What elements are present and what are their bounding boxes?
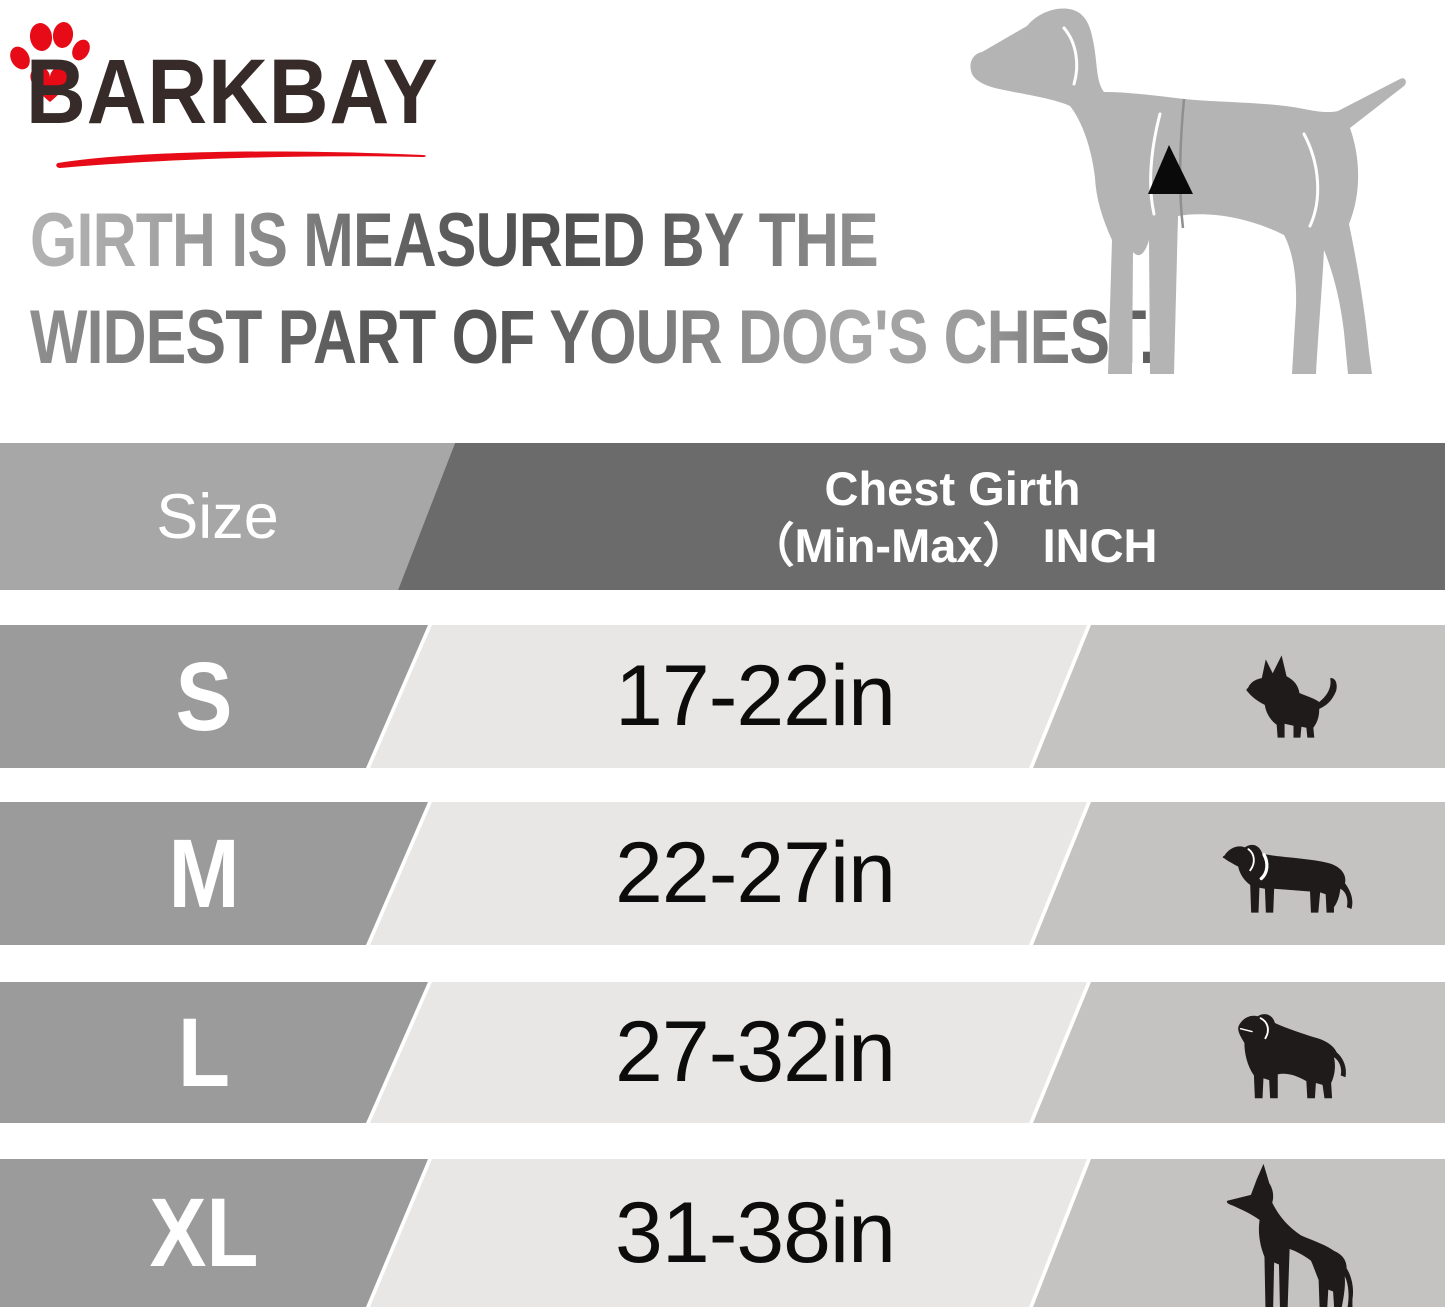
table-row-m: M 22-27in	[0, 802, 1445, 945]
size-label-l: L	[177, 997, 231, 1107]
great-dane-icon	[1185, 1159, 1400, 1307]
labrador-icon	[1185, 982, 1400, 1123]
icon-cell	[1033, 1159, 1445, 1307]
dog-shoulder-line	[1149, 112, 1162, 216]
chihuahua-icon	[1185, 625, 1400, 768]
header-girth-label: Chest Girth （Min-Max） INCH	[460, 443, 1445, 590]
girth-instruction-text: GIRTH IS MEASURED BY THE WIDEST PART OF …	[30, 192, 1156, 386]
heading-line-2: WIDEST PART OF YOUR DOG'S CHEST.	[30, 289, 1156, 386]
girth-cell	[370, 625, 1087, 768]
icon-cell	[1033, 982, 1445, 1123]
size-cell	[0, 982, 428, 1123]
size-cell	[0, 1159, 428, 1307]
dog-ear-line	[1062, 26, 1079, 86]
logo-underline-swoosh	[56, 151, 426, 168]
dachshund-icon	[1185, 802, 1400, 945]
girth-cell	[370, 802, 1087, 945]
table-row-xl: XL 31-38in	[0, 1159, 1445, 1307]
header-size-label: Size	[156, 481, 279, 552]
girth-cell	[370, 982, 1087, 1123]
girth-measure-line	[1178, 98, 1186, 229]
table-row-s: S 17-22in	[0, 625, 1445, 768]
girth-value-s: 17-22in	[615, 648, 896, 744]
size-cell	[0, 625, 428, 768]
table-header-row: Size Chest Girth （Min-Max） INCH	[0, 443, 1445, 590]
size-label-xl: XL	[149, 1178, 259, 1287]
brand-logo: BARKBAY	[0, 0, 460, 180]
girth-value-l: 27-32in	[615, 1004, 896, 1100]
header-girth-label-line2: （Min-Max） INCH	[747, 518, 1158, 572]
icon-cell	[1033, 625, 1445, 768]
girth-value-xl: 31-38in	[615, 1184, 896, 1281]
header-girth-label-line1: Chest Girth	[824, 461, 1081, 515]
table-row-l: L 27-32in	[0, 982, 1445, 1123]
dog-thigh-line	[1302, 132, 1320, 228]
heading-line-1: GIRTH IS MEASURED BY THE	[30, 192, 879, 289]
size-cell	[0, 802, 428, 945]
paw-print-icon	[10, 22, 90, 102]
girth-cell	[370, 1159, 1087, 1307]
girth-value-m: 22-27in	[615, 825, 896, 921]
brand-name: BARKBAY	[26, 41, 439, 143]
header-girth-cell	[398, 443, 1445, 590]
header-size-cell	[0, 443, 455, 590]
size-label-s: S	[175, 641, 233, 751]
icon-cell	[1033, 802, 1445, 945]
size-label-m: M	[168, 818, 240, 928]
girth-marker-triangle	[1148, 145, 1193, 194]
dog-girth-illustration	[970, 8, 1406, 375]
